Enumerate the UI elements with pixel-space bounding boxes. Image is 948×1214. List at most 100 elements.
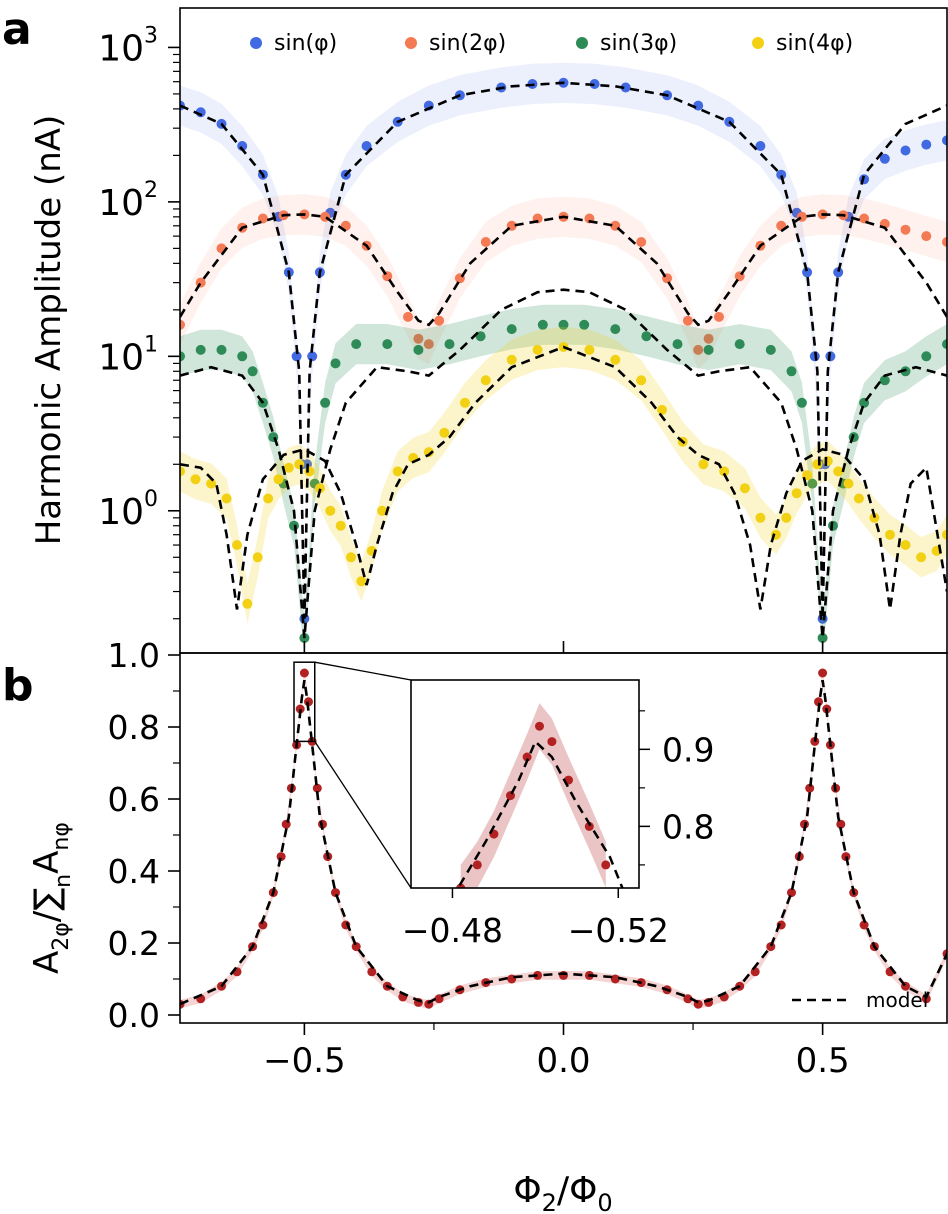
series-1-point [589,79,600,89]
y-tick-label: 1.0 [108,636,160,675]
series-1-point [693,100,704,111]
series-band-4 [180,326,947,624]
series-4-point [506,354,517,365]
series-4-point [791,488,802,499]
series-2-point [900,224,911,235]
series-2-point [682,315,693,326]
series-3-point [817,633,828,643]
legend-marker-4 [752,37,764,49]
series-4-point [853,493,864,504]
series-3-point [807,478,818,489]
panel-a-plot-area [180,62,947,653]
series-4-point [325,505,336,516]
series-1-point [833,267,844,278]
series-4-point [885,529,895,540]
series-4-point [377,505,388,516]
series-2-point [423,339,434,350]
series-4-point [833,466,844,477]
inset-model-curve [456,739,624,888]
x-tick-label: −0.5 [263,1041,346,1081]
series-1-point [802,267,813,278]
xlabel-sub-2: 2 [542,1189,557,1214]
y-tick-label: 101 [98,332,158,378]
series-4-point [232,540,242,550]
series-3-point [765,344,776,355]
panel-a: 103 102 101 100 Harmonic Amplitude (nA) sin… [29,7,948,654]
legend-label-2: sin(2φ) [429,31,506,56]
panel-label-b: b [2,660,34,711]
ratio-point [836,819,846,829]
series-3-point [786,366,797,377]
panel-b-x-ticks: −0.5 0.0 0.5 [263,641,850,1081]
series-2-point [180,319,185,330]
series-3-point [537,319,548,330]
series-1-point [900,145,911,156]
inset-x-tick-label: −0.52 [568,911,669,950]
series-band-2 [180,194,947,371]
series-4-point [180,466,185,477]
panel-b-x-axis-label: Φ2/Φ0 [513,1170,612,1214]
legend-marker-1 [250,37,262,49]
ylabel-a: A [27,951,67,974]
series-3-point [734,339,745,350]
inset-point [584,821,594,831]
legend-label-3: sin(3φ) [600,31,677,56]
series-1-point [921,139,932,150]
model-curve-3 [180,288,947,639]
series-2-point [714,311,724,322]
panel-b-legend: model [792,988,928,1012]
series-2-point [480,237,491,247]
series-3-point [382,339,393,350]
series-4-point [755,512,766,523]
ylabel-sub-n: n [51,874,76,888]
series-2-point [703,333,714,344]
series-3-point [351,339,362,350]
series-4-point [739,483,750,494]
series-2-point [921,231,932,242]
series-3-point [921,351,932,362]
series-2-point [413,333,424,344]
ylabel-a2: A [27,851,67,874]
legend-label-1: sin(φ) [274,31,337,56]
svg-text:A2φ/∑nAnφ: A2φ/∑nAnφ [27,822,76,974]
series-4-point [532,344,543,355]
series-4-point [252,552,263,563]
inset-x-tick-label: −0.48 [402,911,503,950]
series-3-point [703,344,714,355]
series-2-point [636,237,647,247]
y-tick-label: 0.2 [108,924,160,963]
ratio-point [281,819,291,829]
legend-model-label: model [866,988,928,1012]
ratio-point [367,967,377,977]
panel-a-y-axis-label: Harmonic Amplitude (nA) [29,115,69,546]
series-3-point [558,319,569,330]
y-tick-label: 0.0 [108,996,160,1035]
legend-marker-2 [405,37,417,49]
series-4-point [439,427,450,438]
series-3-point [579,319,590,330]
series-3-point [672,339,683,350]
series-2-point [434,315,445,326]
series-4-point [283,462,294,473]
y-tick-label: 103 [98,23,158,69]
ylabel-sub-nphi: nφ [49,822,74,850]
y-tick-label: 0.8 [108,708,160,747]
ratio-point [805,783,815,793]
inset-point [547,737,557,747]
ratio-point [841,852,851,862]
inset-y-tick-label: 0.9 [662,730,714,769]
series-4-point [314,483,325,494]
ratio-point [533,970,543,980]
ratio-point [683,994,693,1004]
inset-point [601,860,611,870]
series-4-point [392,466,403,477]
series-4-point [346,552,356,563]
series-2-point [403,311,413,322]
zoom-box [293,661,316,743]
series-4-point [221,493,232,504]
series-4-point [460,397,470,408]
series-1-point [879,153,890,164]
inset-ticks: −0.48 −0.52 0.8 0.9 [402,710,714,950]
inset-point [522,752,532,762]
